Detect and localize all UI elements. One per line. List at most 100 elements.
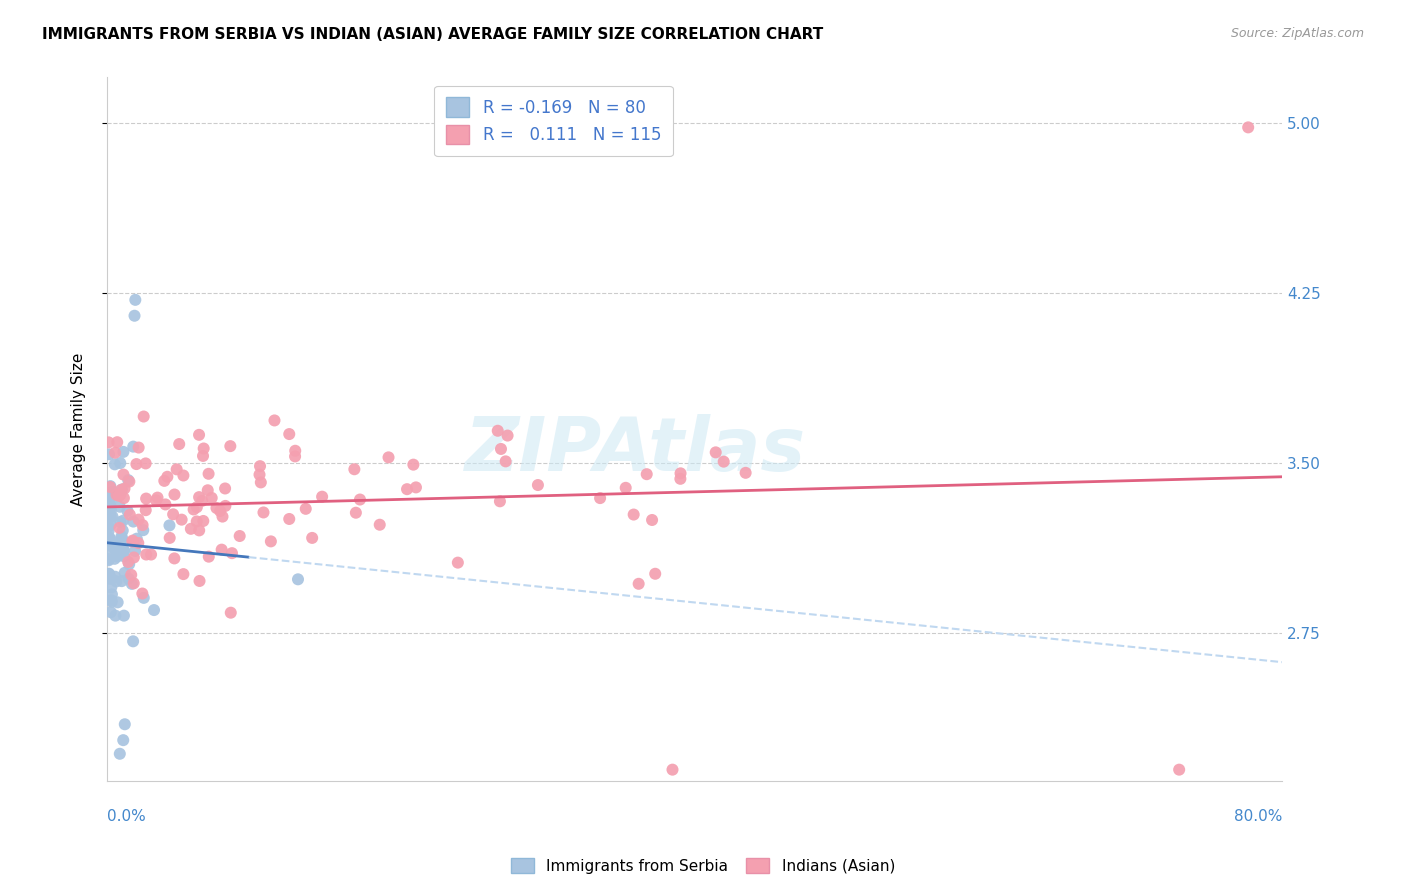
Point bbox=[111, 514, 134, 528]
Point bbox=[167, 437, 190, 451]
Point bbox=[117, 473, 139, 487]
Point bbox=[124, 309, 146, 323]
Point bbox=[311, 490, 333, 504]
Point bbox=[209, 504, 232, 518]
Point bbox=[117, 504, 139, 518]
Point bbox=[183, 502, 205, 516]
Point bbox=[641, 513, 664, 527]
Point bbox=[486, 424, 509, 438]
Point bbox=[111, 544, 134, 558]
Point bbox=[644, 566, 666, 581]
Point bbox=[103, 490, 125, 504]
Point bbox=[111, 483, 134, 497]
Point bbox=[1237, 120, 1260, 135]
Point bbox=[377, 450, 399, 465]
Point bbox=[197, 483, 219, 498]
Point bbox=[186, 515, 208, 529]
Point bbox=[135, 503, 157, 517]
Point bbox=[107, 595, 129, 609]
Point bbox=[98, 447, 121, 461]
Point bbox=[219, 439, 242, 453]
Point bbox=[188, 524, 211, 538]
Point bbox=[98, 566, 121, 581]
Point bbox=[135, 548, 157, 562]
Point bbox=[627, 576, 650, 591]
Point bbox=[117, 555, 139, 569]
Point bbox=[98, 498, 121, 512]
Point bbox=[110, 488, 132, 502]
Point bbox=[193, 514, 215, 528]
Point bbox=[108, 547, 131, 561]
Point bbox=[110, 515, 132, 529]
Point bbox=[159, 518, 181, 533]
Point bbox=[172, 567, 194, 582]
Point bbox=[112, 543, 135, 558]
Point bbox=[156, 469, 179, 483]
Point bbox=[188, 490, 211, 504]
Point bbox=[135, 457, 157, 471]
Point bbox=[193, 442, 215, 456]
Point bbox=[105, 574, 128, 589]
Point bbox=[211, 542, 233, 557]
Point bbox=[112, 445, 135, 459]
Point bbox=[713, 455, 735, 469]
Point bbox=[186, 500, 208, 515]
Point bbox=[112, 544, 135, 558]
Point bbox=[623, 508, 645, 522]
Point bbox=[145, 493, 167, 508]
Point bbox=[344, 506, 367, 520]
Point bbox=[100, 503, 122, 517]
Point bbox=[101, 484, 124, 499]
Point bbox=[294, 501, 316, 516]
Point bbox=[110, 529, 132, 543]
Point bbox=[661, 763, 683, 777]
Point bbox=[118, 475, 141, 489]
Point bbox=[170, 513, 193, 527]
Point bbox=[166, 462, 188, 476]
Point bbox=[101, 509, 124, 524]
Point bbox=[112, 549, 135, 564]
Point bbox=[97, 505, 120, 519]
Point bbox=[396, 482, 419, 496]
Point bbox=[221, 546, 243, 560]
Point bbox=[105, 435, 128, 450]
Point bbox=[97, 524, 120, 539]
Point bbox=[301, 531, 323, 545]
Point bbox=[112, 467, 135, 482]
Point bbox=[211, 509, 233, 524]
Point bbox=[214, 499, 236, 513]
Point bbox=[101, 587, 124, 601]
Point bbox=[111, 524, 134, 538]
Point bbox=[191, 449, 214, 463]
Text: IMMIGRANTS FROM SERBIA VS INDIAN (ASIAN) AVERAGE FAMILY SIZE CORRELATION CHART: IMMIGRANTS FROM SERBIA VS INDIAN (ASIAN)… bbox=[42, 27, 824, 42]
Point bbox=[114, 717, 136, 731]
Point bbox=[101, 539, 124, 553]
Point bbox=[100, 595, 122, 609]
Point bbox=[97, 519, 120, 533]
Point bbox=[188, 574, 211, 588]
Point bbox=[122, 576, 145, 591]
Point bbox=[343, 462, 366, 476]
Point bbox=[100, 538, 122, 552]
Point bbox=[125, 457, 148, 471]
Point bbox=[97, 496, 120, 510]
Point bbox=[118, 572, 141, 586]
Point bbox=[128, 513, 150, 527]
Point bbox=[121, 534, 143, 549]
Point bbox=[124, 544, 146, 558]
Point bbox=[349, 492, 371, 507]
Point bbox=[125, 532, 148, 546]
Point bbox=[97, 435, 120, 450]
Point bbox=[135, 491, 157, 506]
Point bbox=[122, 550, 145, 565]
Point bbox=[197, 549, 219, 564]
Point bbox=[118, 558, 141, 572]
Point bbox=[120, 567, 142, 582]
Point bbox=[97, 571, 120, 585]
Point bbox=[111, 574, 134, 588]
Point bbox=[97, 541, 120, 556]
Point bbox=[201, 491, 224, 505]
Point bbox=[100, 517, 122, 532]
Point bbox=[112, 608, 135, 623]
Point bbox=[284, 450, 307, 464]
